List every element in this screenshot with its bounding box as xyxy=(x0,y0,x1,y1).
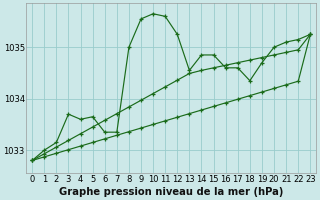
X-axis label: Graphe pression niveau de la mer (hPa): Graphe pression niveau de la mer (hPa) xyxy=(59,187,284,197)
